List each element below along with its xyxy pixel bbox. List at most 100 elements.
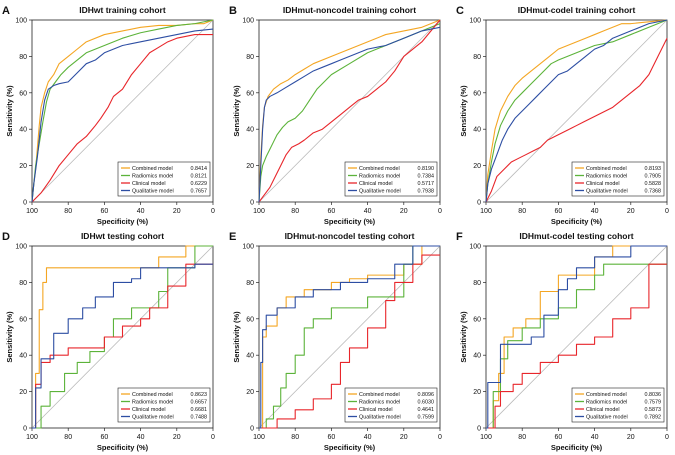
chance-diagonal — [258, 19, 441, 203]
y-tick-label: 100 — [242, 244, 254, 251]
panel-letter: B — [229, 5, 237, 17]
plot-frame — [485, 245, 668, 429]
x-tick-label: 60 — [555, 434, 563, 441]
plot-frame — [485, 19, 668, 203]
legend-label: Qualitative model — [359, 189, 401, 195]
y-tick-label: 60 — [19, 90, 27, 97]
legend-label: Radiomics model — [359, 174, 400, 180]
legend-auc: 0.5717 — [418, 181, 435, 187]
x-tick-label: 80 — [518, 208, 526, 215]
x-tick-label: 60 — [328, 434, 336, 441]
legend-box — [571, 161, 665, 197]
chance-diagonal — [258, 245, 441, 429]
y-tick-label: 80 — [19, 280, 27, 287]
legend-auc: 0.8096 — [418, 392, 435, 398]
x-tick-label: 100 — [480, 208, 492, 215]
legend-auc: 0.8623 — [191, 392, 208, 398]
legend: Combined model 0.8193 Radiomics model 0.790… — [571, 161, 665, 197]
panel-letter: F — [456, 231, 463, 243]
legend-label: Clinical model — [586, 181, 620, 187]
y-tick-label: 100 — [15, 244, 27, 251]
y-tick-label: 100 — [469, 18, 481, 25]
y-axis-label: Sensitivity (%) — [5, 311, 14, 363]
legend-label: Combined model — [132, 166, 173, 172]
legend-box — [117, 161, 211, 197]
qualitative-roc-curve — [258, 26, 441, 203]
x-tick-label: 100 — [480, 434, 492, 441]
y-tick-label: 0 — [250, 200, 254, 207]
legend-label: Combined model — [586, 392, 627, 398]
y-axis-label: Sensitivity (%) — [232, 311, 241, 363]
legend-label: Clinical model — [359, 407, 393, 413]
x-tick-label: 100 — [26, 208, 38, 215]
roc-panel-d: D IDHwt testing cohort 100 80 60 40 20 0 0 20 40 60… — [2, 231, 215, 452]
x-tick-label: 40 — [137, 208, 145, 215]
x-tick-label: 20 — [400, 208, 408, 215]
x-axis-label: Specificity (%) — [551, 443, 603, 452]
x-tick-label: 0 — [211, 434, 215, 441]
legend-label: Clinical model — [359, 181, 393, 187]
x-tick-label: 40 — [364, 434, 372, 441]
qualitative-roc-curve — [485, 19, 668, 203]
chance-diagonal — [485, 19, 668, 203]
y-tick-label: 100 — [242, 18, 254, 25]
clinical-roc-curve — [485, 37, 668, 203]
x-axis-label: Specificity (%) — [97, 443, 149, 452]
y-tick-label: 60 — [19, 316, 27, 323]
legend-auc: 0.8190 — [418, 166, 435, 172]
panel-letter: D — [2, 231, 10, 243]
qualitative-roc-curve — [31, 28, 214, 203]
legend-auc: 0.7892 — [645, 415, 662, 421]
legend-auc: 0.7599 — [418, 415, 435, 421]
legend-box — [344, 161, 438, 197]
legend-label: Qualitative model — [586, 415, 628, 421]
combined-roc-curve — [32, 245, 213, 429]
legend-auc: 0.7905 — [645, 174, 662, 180]
qualitative-roc-curve — [259, 245, 440, 429]
x-axis-label: Specificity (%) — [97, 217, 149, 226]
legend: Combined model 0.8036 Radiomics model 0.757… — [571, 387, 665, 423]
legend: Combined model 0.8096 Radiomics model 0.603… — [344, 387, 438, 423]
legend-auc: 0.8414 — [191, 166, 208, 172]
legend-box — [571, 387, 665, 423]
plot-frame — [31, 245, 214, 429]
panel-title: IDHmut-codel testing cohort — [519, 231, 633, 241]
x-axis-label: Specificity (%) — [324, 443, 376, 452]
y-tick-label: 80 — [473, 280, 481, 287]
y-tick-label: 20 — [473, 389, 481, 396]
radiomics-roc-curve — [258, 23, 441, 203]
legend-label: Radiomics model — [359, 400, 400, 406]
combined-roc-curve — [31, 19, 214, 203]
y-tick-label: 80 — [246, 280, 254, 287]
y-axis-label: Sensitivity (%) — [5, 85, 14, 137]
y-tick-label: 60 — [473, 316, 481, 323]
x-tick-label: 40 — [364, 208, 372, 215]
clinical-roc-curve — [258, 19, 441, 203]
legend-label: Qualitative model — [359, 415, 401, 421]
clinical-roc-curve — [259, 254, 440, 429]
qualitative-roc-curve — [32, 263, 213, 429]
y-tick-label: 60 — [246, 90, 254, 97]
legend-auc: 0.5873 — [645, 407, 662, 413]
legend-label: Qualitative model — [132, 415, 174, 421]
x-tick-label: 0 — [438, 208, 442, 215]
legend-auc: 0.6681 — [191, 407, 208, 413]
legend-label: Combined model — [586, 166, 627, 172]
x-tick-label: 60 — [328, 208, 336, 215]
x-tick-label: 100 — [253, 208, 265, 215]
x-tick-label: 0 — [438, 434, 442, 441]
x-tick-label: 80 — [291, 434, 299, 441]
legend-auc: 0.8121 — [191, 174, 208, 180]
panel-title: IDHmut-noncodel training cohort — [283, 5, 416, 15]
y-tick-label: 20 — [473, 163, 481, 170]
y-tick-label: 100 — [15, 18, 27, 25]
legend-label: Qualitative model — [132, 189, 174, 195]
y-tick-label: 20 — [246, 389, 254, 396]
combined-roc-curve — [485, 19, 668, 203]
x-tick-label: 60 — [101, 208, 109, 215]
x-axis-label: Specificity (%) — [551, 217, 603, 226]
roc-panel-e: E IDHmut-noncodel testing cohort 100 80 60 40… — [229, 231, 442, 452]
roc-panel-b: B IDHmut-noncodel training cohort 100 80 60 4… — [229, 5, 442, 226]
panel-letter: A — [2, 5, 10, 17]
roc-panel-f: F IDHmut-codel testing cohort 100 80 60 40 20 0… — [456, 231, 669, 452]
